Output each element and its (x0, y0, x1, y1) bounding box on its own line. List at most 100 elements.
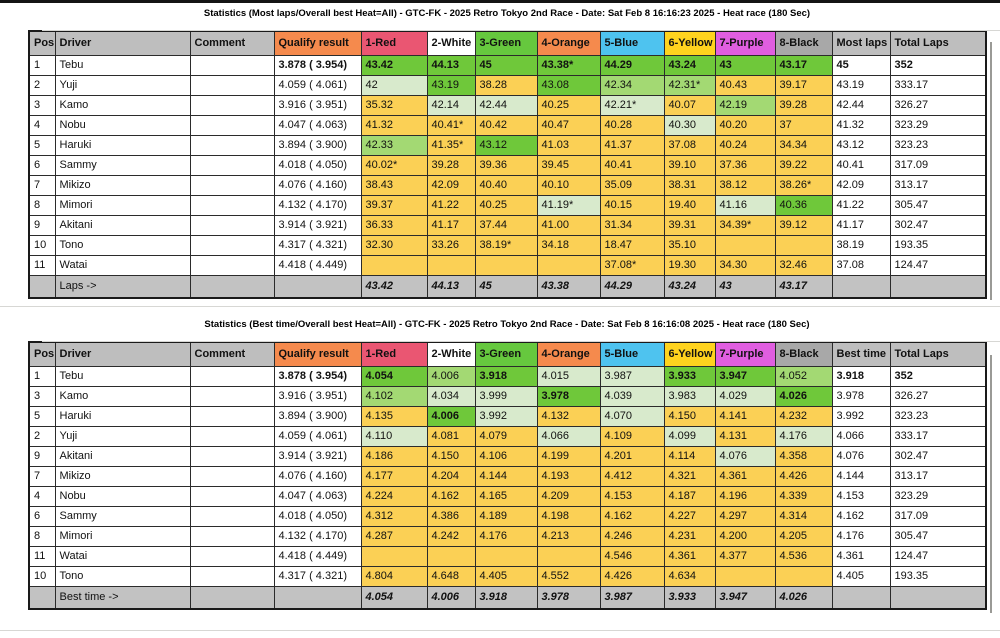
qualify-result-cell: 3.894 ( 3.900) (273, 406, 362, 427)
track-7-purple-cell: 4.076 (714, 446, 776, 467)
qualify-result-cell: 4.059 ( 4.061) (273, 75, 362, 96)
summary-label: Laps -> (54, 275, 191, 299)
track-7-purple-cell: 38.12 (714, 175, 776, 196)
track-7-purple-cell: 37.36 (714, 155, 776, 176)
col-header-2-white: 2-White (426, 341, 476, 367)
track-4-orange-cell: 41.19* (536, 195, 601, 216)
driver-name-cell: Kamo (54, 386, 191, 407)
summary-3-green-cell: 3.918 (474, 586, 538, 610)
driver-name-cell: Nobu (54, 115, 191, 136)
summary-5-blue-cell: 44.29 (599, 275, 665, 299)
driver-name-cell: Haruki (54, 135, 191, 156)
qualify-result-cell: 3.914 ( 3.921) (273, 446, 362, 467)
track-2-white-cell: 4.150 (426, 446, 476, 467)
track-1-red-cell: 39.37 (360, 195, 428, 216)
col-header-4-orange: 4-Orange (536, 30, 601, 56)
track-5-blue-cell: 4.546 (599, 546, 665, 567)
track-2-white-cell: 41.22 (426, 195, 476, 216)
track-4-orange-cell: 4.198 (536, 506, 601, 527)
header-row: Pos Driver Comment Qualify result 1-Red 2-Whi… (28, 30, 987, 56)
col-header-6-yellow: 6-Yellow (663, 30, 716, 56)
col-header-comment: Comment (189, 341, 275, 367)
driver-row-nobu: 4 Nobu 4.047 ( 4.063) 4.224 4.162 4.165 4.209 4… (28, 486, 987, 507)
summary-2-white-cell: 4.006 (426, 586, 476, 610)
driver-row-haruki: 5 Haruki 3.894 ( 3.900) 42.33 41.35* 43.12 41.… (28, 135, 987, 156)
track-5-blue-cell: 4.412 (599, 466, 665, 487)
track-6-yellow-cell: 3.933 (663, 366, 716, 387)
result-cell: 41.22 (831, 195, 891, 216)
total-laps-cell: 323.23 (889, 406, 987, 427)
col-header-most-laps: Most laps (831, 30, 891, 56)
pos-cell: 6 (28, 506, 56, 527)
track-6-yellow-cell: 35.10 (663, 235, 716, 256)
track-3-green-cell: 42.44 (474, 95, 538, 116)
col-header-pos: Pos (28, 30, 56, 56)
total-laps-cell: 313.17 (889, 466, 987, 487)
track-6-yellow-cell: 19.30 (663, 255, 716, 276)
track-6-yellow-cell: 4.114 (663, 446, 716, 467)
qualify-result-cell: 4.059 ( 4.061) (273, 426, 362, 447)
pos-cell: 5 (28, 135, 56, 156)
driver-name-cell: Mikizo (54, 175, 191, 196)
result-cell: 41.32 (831, 115, 891, 136)
track-4-orange-cell: 4.193 (536, 466, 601, 487)
header-row: Pos Driver Comment Qualify result 1-Red 2-Whi… (28, 341, 987, 367)
track-2-white-cell: 4.204 (426, 466, 476, 487)
col-header-5-blue: 5-Blue (599, 341, 665, 367)
pos-cell: 7 (28, 466, 56, 487)
scan-strip-edge-top2 (42, 341, 1000, 342)
track-4-orange-cell: 40.25 (536, 95, 601, 116)
driver-name-cell: Mimori (54, 526, 191, 547)
track-2-white-cell: 42.09 (426, 175, 476, 196)
track-3-green-cell: 40.25 (474, 195, 538, 216)
driver-row-yuji: 2 Yuji 4.059 ( 4.061) 4.110 4.081 4.079 4.066 4… (28, 426, 987, 447)
col-header-driver: Driver (54, 30, 191, 56)
qualify-result-cell: 4.018 ( 4.050) (273, 155, 362, 176)
total-laps-cell: 302.47 (889, 215, 987, 236)
result-cell: 4.405 (831, 566, 891, 587)
track-3-green-cell: 45 (474, 55, 538, 76)
track-2-white-cell: 41.35* (426, 135, 476, 156)
total-laps-cell: 193.35 (889, 235, 987, 256)
track-1-red-cell: 35.32 (360, 95, 428, 116)
summary-pos-cell (28, 586, 56, 610)
track-5-blue-cell: 4.246 (599, 526, 665, 547)
track-1-red-cell: 4.110 (360, 426, 428, 447)
col-header-best-time: Best time (831, 341, 891, 367)
comment-cell (189, 95, 275, 116)
col-header-pos: Pos (28, 341, 56, 367)
track-6-yellow-cell: 4.227 (663, 506, 716, 527)
total-laps-cell: 305.47 (889, 195, 987, 216)
pos-cell: 9 (28, 215, 56, 236)
driver-row-sammy: 6 Sammy 4.018 ( 4.050) 4.312 4.386 4.189 4.198… (28, 506, 987, 527)
track-4-orange-cell: 40.47 (536, 115, 601, 136)
track-8-black-cell: 4.026 (774, 386, 833, 407)
track-7-purple-cell: 41.16 (714, 195, 776, 216)
track-8-black-cell: 4.232 (774, 406, 833, 427)
total-laps-cell: 333.17 (889, 75, 987, 96)
track-7-purple-cell: 3.947 (714, 366, 776, 387)
comment-cell (189, 55, 275, 76)
track-7-purple-cell: 43 (714, 55, 776, 76)
track-5-blue-cell: 3.987 (599, 366, 665, 387)
col-header-qualify-result: Qualify result (273, 341, 362, 367)
track-7-purple-cell: 4.361 (714, 466, 776, 487)
track-7-purple-cell: 4.377 (714, 546, 776, 567)
track-3-green-cell: 3.918 (474, 366, 538, 387)
pos-cell: 11 (28, 255, 56, 276)
track-4-orange-cell: 4.015 (536, 366, 601, 387)
total-laps-cell: 333.17 (889, 426, 987, 447)
track-4-orange-cell: 4.552 (536, 566, 601, 587)
total-laps-cell: 326.27 (889, 386, 987, 407)
comment-cell (189, 175, 275, 196)
comment-cell (189, 155, 275, 176)
driver-row-akitani: 9 Akitani 3.914 ( 3.921) 4.186 4.150 4.106 4.1… (28, 446, 987, 467)
summary-5-blue-cell: 3.987 (599, 586, 665, 610)
best-time-section: Statistics (Best time/Overall best Heat=… (28, 319, 987, 610)
qualify-result-cell: 4.418 ( 4.449) (273, 255, 362, 276)
track-5-blue-cell: 4.153 (599, 486, 665, 507)
track-5-blue-cell: 40.28 (599, 115, 665, 136)
track-5-blue-cell: 40.41 (599, 155, 665, 176)
qualify-result-cell: 4.076 ( 4.160) (273, 466, 362, 487)
track-1-red-cell: 40.02* (360, 155, 428, 176)
